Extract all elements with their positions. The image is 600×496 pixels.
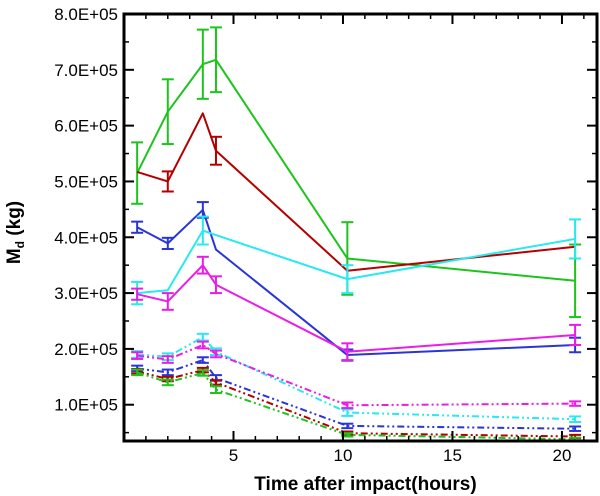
series-line <box>137 359 576 430</box>
y-axis-title-subscript: d <box>13 241 27 248</box>
x-tick-label: 20 <box>553 446 572 465</box>
series-line <box>137 343 576 407</box>
series-line <box>136 369 576 438</box>
y-tick-label: 4.0E+05 <box>54 228 118 247</box>
series-line <box>137 229 576 295</box>
series-magenta-dashed <box>131 340 582 410</box>
series-line <box>136 264 576 353</box>
plot-frame <box>122 12 599 443</box>
x-tick-label: 10 <box>334 446 353 465</box>
y-axis-title-units: (kg) <box>4 201 25 241</box>
series-line <box>136 208 576 357</box>
x-tick-label: 15 <box>443 446 462 465</box>
series-blue-solid <box>131 201 582 362</box>
series-red-solid <box>136 112 576 272</box>
series-magenta-solid <box>131 255 582 362</box>
x-axis-title: Time after impact(hours) <box>254 474 476 495</box>
y-axis-title-main: M <box>4 248 25 264</box>
series-line <box>136 58 576 282</box>
y-tick-label: 8.0E+05 <box>54 5 118 24</box>
series-layer <box>131 26 582 442</box>
y-axis-title: Md (kg) <box>4 201 27 264</box>
y-tick-label: 6.0E+05 <box>54 117 118 136</box>
series-line <box>136 371 576 441</box>
y-tick-label: 7.0E+05 <box>54 61 118 80</box>
ticks-layer: 1.0E+05 2.0E+05 3.0E+05 4.0E+05 5.0E+05 6.0E+… <box>54 5 597 465</box>
series-blue-dashed <box>131 356 582 432</box>
series-line <box>136 112 576 272</box>
y-tick-label: 3.0E+05 <box>54 284 118 303</box>
series-line <box>137 336 576 421</box>
y-tick-label: 2.0E+05 <box>54 340 118 359</box>
y-tick-label: 1.0E+05 <box>54 396 118 415</box>
series-cyan-solid <box>131 215 582 306</box>
x-tick-label: 5 <box>229 446 238 465</box>
series-green-dashed <box>131 368 582 442</box>
y-tick-label: 5.0E+05 <box>54 172 118 191</box>
